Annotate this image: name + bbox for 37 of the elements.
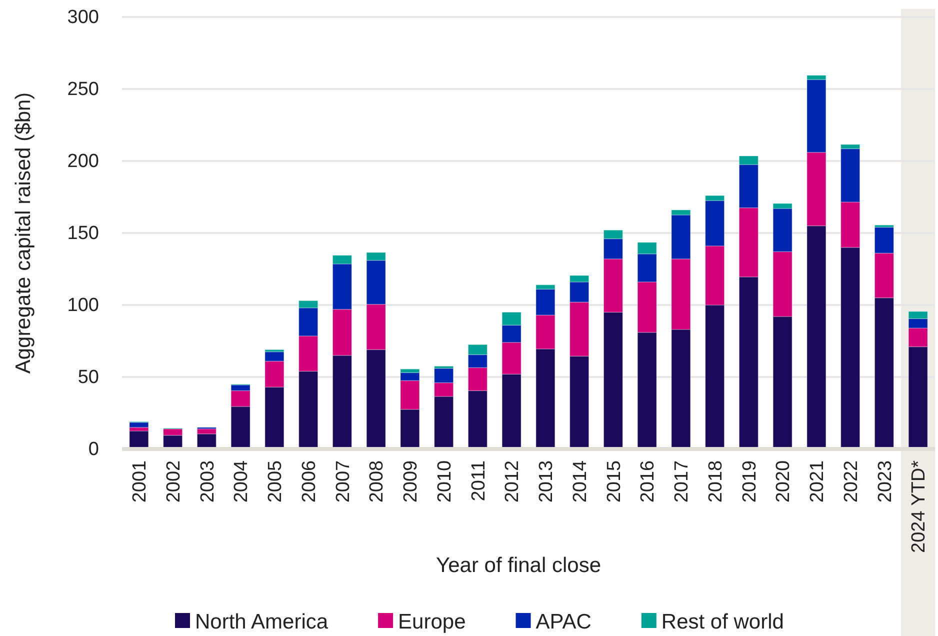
x-tick-label: 2023 xyxy=(874,460,896,503)
x-tick-label: 2009 xyxy=(400,460,422,503)
x-tick-label: 2018 xyxy=(705,460,726,503)
y-tick-label: 50 xyxy=(78,367,99,388)
x-tick-label: 2024 YTD* xyxy=(908,460,930,554)
x-tick-label: 2008 xyxy=(366,460,388,503)
x-axis-title: Year of final close xyxy=(436,554,601,577)
y-tick-label: 150 xyxy=(67,223,99,244)
x-tick-label: 2002 xyxy=(163,460,184,503)
x-tick-label: 2022 xyxy=(840,460,862,503)
legend-label: Rest of world xyxy=(661,610,784,634)
y-tick-label: 200 xyxy=(67,151,99,172)
x-tick-label: 2001 xyxy=(130,460,151,503)
y-tick-label: 300 xyxy=(67,7,99,28)
x-tick-label: 2004 xyxy=(231,460,252,503)
x-tick-label: 2014 xyxy=(570,460,591,503)
x-tick-label: 2017 xyxy=(672,460,693,503)
x-tick-label: 2010 xyxy=(434,460,456,503)
x-tick-label: 2019 xyxy=(739,460,760,503)
y-tick-label: 0 xyxy=(88,439,99,460)
x-tick-label: 2016 xyxy=(638,460,659,503)
x-tick-label: 2006 xyxy=(298,460,320,503)
x-tick-label: 2013 xyxy=(536,460,558,503)
x-tick-label: 2005 xyxy=(265,460,286,503)
x-tick-label: 2021 xyxy=(807,460,828,503)
legend-label: APAC xyxy=(536,610,592,634)
x-tick-label: 2011 xyxy=(468,460,490,502)
y-axis-title: Aggregate capital raised ($bn) xyxy=(12,92,35,374)
legend-label: Europe xyxy=(398,610,466,634)
x-tick-label: 2015 xyxy=(604,460,625,503)
x-tick-label: 2007 xyxy=(332,460,354,503)
x-tick-label: 2012 xyxy=(502,460,524,503)
y-tick-label: 100 xyxy=(67,295,99,316)
legend-label: North America xyxy=(195,610,328,634)
x-tick-label: 2020 xyxy=(773,460,794,503)
y-tick-label: 250 xyxy=(67,79,99,100)
x-tick-label: 2003 xyxy=(197,460,218,503)
